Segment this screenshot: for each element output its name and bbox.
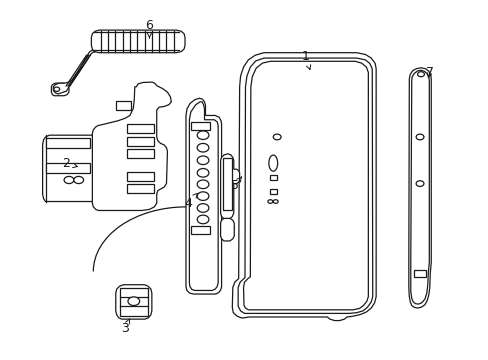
Polygon shape	[232, 53, 375, 320]
Circle shape	[417, 72, 424, 77]
Circle shape	[415, 134, 423, 140]
Polygon shape	[190, 226, 210, 234]
Circle shape	[273, 200, 278, 203]
Circle shape	[197, 168, 208, 177]
Polygon shape	[51, 83, 69, 96]
Circle shape	[197, 156, 208, 165]
Circle shape	[54, 87, 60, 91]
Polygon shape	[120, 288, 148, 316]
Circle shape	[273, 134, 281, 140]
Polygon shape	[220, 154, 239, 219]
Ellipse shape	[268, 155, 277, 171]
Circle shape	[415, 181, 423, 186]
Polygon shape	[53, 50, 95, 94]
Polygon shape	[413, 270, 426, 277]
Text: 6: 6	[145, 19, 153, 38]
Polygon shape	[42, 135, 92, 202]
Polygon shape	[116, 101, 131, 110]
Polygon shape	[91, 30, 184, 53]
Text: 5: 5	[230, 177, 241, 192]
Text: 4: 4	[184, 193, 197, 210]
Polygon shape	[116, 285, 152, 319]
Text: 1: 1	[301, 50, 310, 69]
Circle shape	[197, 131, 208, 139]
Polygon shape	[243, 61, 367, 310]
Polygon shape	[238, 58, 372, 314]
Circle shape	[197, 204, 208, 212]
Polygon shape	[46, 163, 90, 173]
Text: 3: 3	[121, 319, 129, 335]
Polygon shape	[222, 158, 231, 211]
Circle shape	[74, 176, 83, 184]
Text: 7: 7	[425, 66, 433, 79]
Text: 2: 2	[62, 157, 77, 170]
Polygon shape	[410, 70, 428, 304]
Circle shape	[197, 215, 208, 224]
Circle shape	[197, 143, 208, 152]
Circle shape	[128, 297, 140, 306]
Polygon shape	[269, 175, 277, 180]
Circle shape	[267, 200, 272, 203]
Polygon shape	[127, 149, 154, 158]
Polygon shape	[185, 98, 221, 294]
Polygon shape	[189, 102, 218, 291]
Polygon shape	[92, 82, 171, 211]
Polygon shape	[408, 68, 430, 308]
Polygon shape	[190, 122, 210, 130]
Polygon shape	[127, 184, 154, 193]
Polygon shape	[127, 172, 154, 181]
Circle shape	[64, 176, 74, 184]
Polygon shape	[127, 137, 154, 145]
Polygon shape	[46, 138, 90, 148]
Polygon shape	[269, 189, 277, 194]
Polygon shape	[220, 219, 234, 241]
Circle shape	[197, 180, 208, 189]
Circle shape	[197, 192, 208, 201]
Polygon shape	[127, 125, 154, 134]
